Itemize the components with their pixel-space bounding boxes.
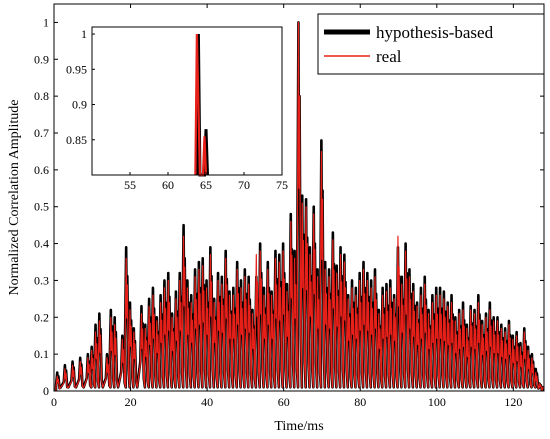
x-axis-label: Time/ms	[274, 419, 323, 434]
inset-y-tick-label: 1	[81, 27, 87, 41]
inset-y-tick-label: 0.95	[66, 62, 87, 76]
y-tick-label: 0.7	[34, 126, 49, 140]
y-tick-label: 1	[43, 15, 49, 29]
y-tick-label: 0.2	[34, 310, 49, 324]
y-tick-label: 0.5	[34, 200, 49, 214]
y-tick-label: 0.6	[34, 163, 49, 177]
x-tick-label: 120	[504, 395, 522, 409]
plot-frame	[53, 3, 545, 392]
series-line-real	[55, 21, 544, 392]
legend-box	[317, 13, 545, 75]
inset-frame	[91, 26, 283, 176]
y-tick-label: 0	[43, 384, 49, 398]
inset-x-tick-label: 55	[124, 178, 136, 192]
x-tick-label: 100	[428, 395, 446, 409]
y-tick-label: 0.9	[34, 52, 49, 66]
main-plot: 0 20 40 60 80 100 120 0 0.1 0.2 0.3 0.4 0.5 0.6 0.7 0.8…	[34, 3, 545, 409]
x-tick-label: 80	[354, 395, 366, 409]
x-tick-label: 20	[125, 395, 137, 409]
inset-x-tick-label: 75	[276, 178, 288, 192]
inset-x-tick-label: 70	[238, 178, 250, 192]
x-tick-label: 0	[51, 395, 57, 409]
y-tick-label: 0.8	[34, 89, 49, 103]
inset-y-tick-label: 0.85	[66, 133, 87, 147]
x-tick-label: 40	[201, 395, 213, 409]
legend: hypothesis-based real	[317, 13, 545, 75]
legend-label: hypothesis-based	[376, 23, 494, 42]
inset-x-tick-label: 60	[162, 178, 174, 192]
y-tick-label: 0.3	[34, 273, 49, 287]
inset-x-tick-label: 65	[200, 178, 212, 192]
inset-y-tick-label: 0.9	[72, 98, 87, 112]
inset-plot: 55 60 65 70 75 0.85 0.9 0.95 1	[66, 22, 289, 202]
x-tick-label: 60	[278, 395, 290, 409]
y-tick-label: 0.4	[34, 237, 49, 251]
legend-label: real	[376, 47, 402, 66]
inset-background	[87, 22, 289, 202]
y-axis-label: Normalized Correlation Amplitude	[7, 100, 22, 296]
y-tick-label: 0.1	[34, 347, 49, 361]
